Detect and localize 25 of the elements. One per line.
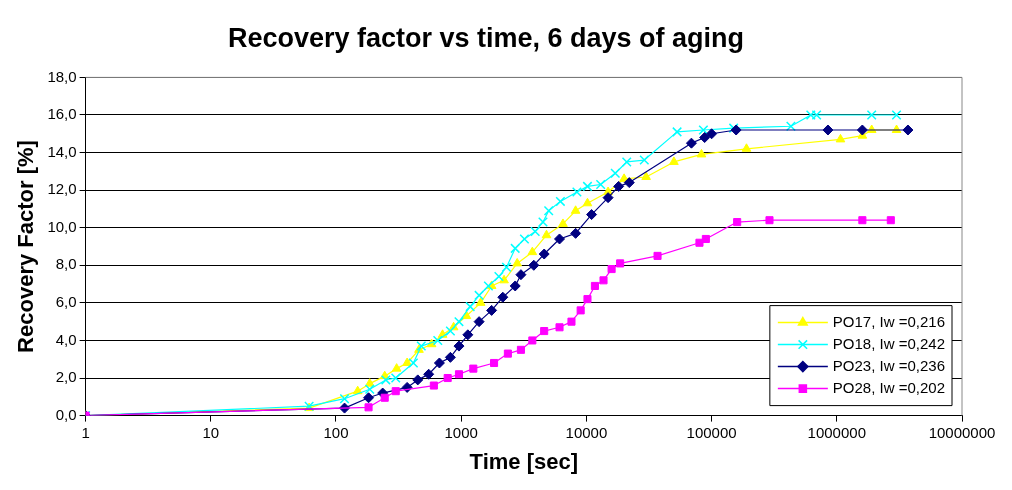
legend-label: PO28, Iw =0,202 bbox=[832, 378, 945, 396]
legend-label: PO23, Iw =0,236 bbox=[832, 356, 945, 374]
x-axis-title: Time [sec] bbox=[469, 448, 579, 474]
y-tick-label: 18,0 bbox=[47, 67, 77, 85]
y-axis-title: Recovery Factor [%] bbox=[13, 140, 39, 353]
x-tick-label: 10 bbox=[202, 423, 220, 441]
y-tick-label: 6,0 bbox=[55, 293, 77, 311]
x-tick-label: 1000000 bbox=[807, 423, 866, 441]
y-tick-label: 14,0 bbox=[47, 142, 77, 160]
y-tick-label: 4,0 bbox=[55, 330, 77, 348]
x-tick-label: 1 bbox=[81, 423, 90, 441]
y-tick-label: 0,0 bbox=[55, 405, 77, 423]
chart-title: Recovery factor vs time, 6 days of aging bbox=[227, 22, 745, 53]
x-tick-label: 100 bbox=[323, 423, 349, 441]
x-tick-label: 100000 bbox=[686, 423, 737, 441]
y-tick-label: 12,0 bbox=[47, 180, 77, 198]
legend-label: PO17, Iw =0,216 bbox=[832, 312, 945, 330]
y-tick-label: 8,0 bbox=[55, 255, 77, 273]
x-tick-label: 10000000 bbox=[928, 423, 996, 441]
x-tick-label: 10000 bbox=[565, 423, 608, 441]
legend-label: PO18, Iw =0,242 bbox=[832, 334, 945, 352]
y-tick-label: 2,0 bbox=[55, 368, 77, 386]
x-tick-label: 1000 bbox=[444, 423, 478, 441]
y-tick-label: 16,0 bbox=[47, 105, 77, 123]
y-tick-label: 10,0 bbox=[47, 217, 77, 235]
